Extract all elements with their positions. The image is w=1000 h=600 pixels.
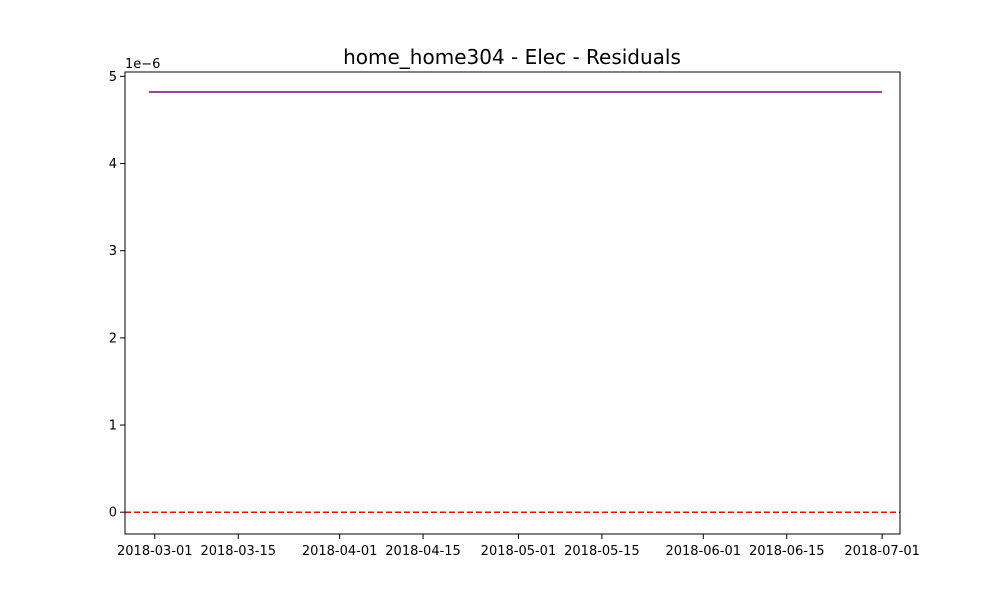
plot-frame <box>124 71 901 535</box>
x-tick-label: 2018-05-01 <box>481 544 557 559</box>
x-tick-label: 2018-06-15 <box>749 544 825 559</box>
y-tick-label: 3 <box>109 244 117 259</box>
x-tick-label: 2018-04-01 <box>302 544 378 559</box>
y-tick-label: 2 <box>109 331 117 346</box>
x-tick-label: 2018-03-15 <box>200 544 276 559</box>
y-axis: 0 1 2 3 4 5 <box>109 70 125 521</box>
x-axis: 2018-03-01 2018-03-15 2018-04-01 2018-04-15… <box>117 534 920 559</box>
x-tick-label: 2018-07-01 <box>844 544 920 559</box>
y-tick-label: 4 <box>109 157 117 172</box>
chart-title: home_home304 - Elec - Residuals <box>343 45 681 69</box>
y-tick-label: 5 <box>109 70 117 85</box>
x-tick-label: 2018-05-15 <box>564 544 640 559</box>
x-tick-label: 2018-03-01 <box>117 544 193 559</box>
x-tick-label: 2018-04-15 <box>385 544 461 559</box>
y-tick-label: 1 <box>109 419 117 434</box>
y-tick-label: 0 <box>109 506 117 521</box>
y-offset-label: 1e−6 <box>125 57 160 72</box>
x-tick-label: 2018-06-01 <box>665 544 741 559</box>
plot-area <box>124 71 901 535</box>
